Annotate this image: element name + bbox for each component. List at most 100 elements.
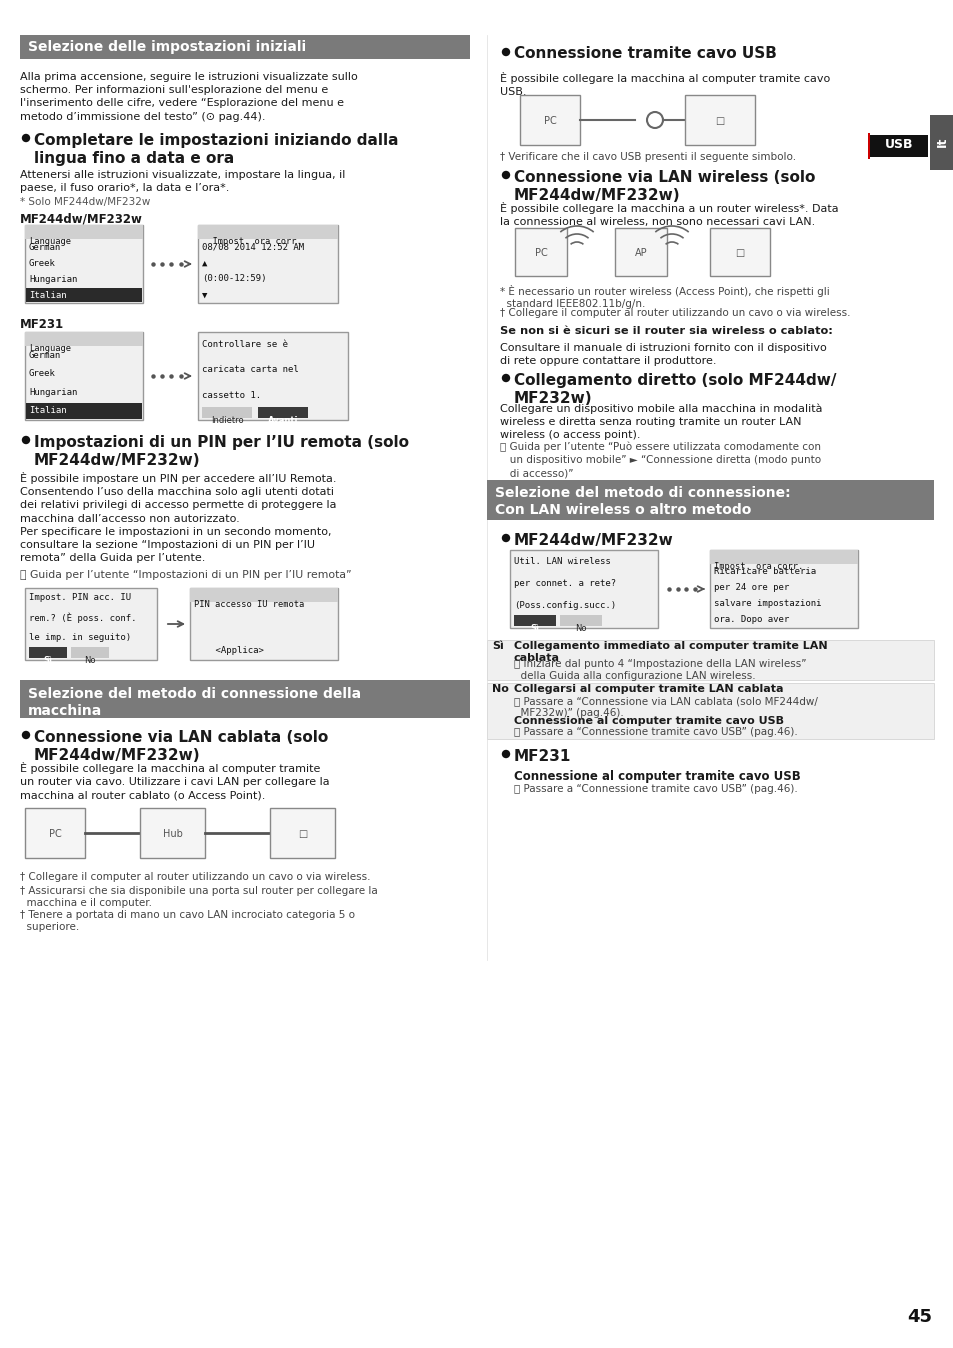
Bar [709, 550, 857, 628]
Text: German: German [29, 243, 61, 252]
Bar [929, 115, 953, 170]
Bar [486, 640, 933, 679]
Text: le imp. in seguito): le imp. in seguito) [29, 634, 131, 643]
Bar [71, 647, 109, 658]
Bar [709, 228, 769, 276]
Text: Avanti: Avanti [268, 417, 298, 425]
Bar [20, 679, 470, 718]
Text: ▼: ▼ [202, 291, 207, 299]
Text: Sì: Sì [492, 642, 503, 651]
Text: * Solo MF244dw/MF232w: * Solo MF244dw/MF232w [20, 197, 151, 208]
Text: Language: Language [29, 344, 71, 353]
Text: È possibile collegare la macchina al computer tramite cavo
USB.: È possibile collegare la macchina al com… [499, 71, 829, 97]
Text: <Applica>: <Applica> [193, 646, 264, 655]
Bar [20, 35, 470, 59]
Text: È possibile collegare la macchina a un router wireless*. Data
la connessione al : È possibile collegare la macchina a un r… [499, 202, 838, 228]
Bar [140, 807, 205, 857]
Text: PC: PC [49, 829, 61, 838]
Text: ⓖ Iniziare dal punto 4 “Impostazione della LAN wireless”
  della Guida alla conf: ⓖ Iniziare dal punto 4 “Impostazione del… [514, 659, 805, 681]
Bar [514, 615, 556, 625]
Bar [615, 228, 666, 276]
Text: No: No [492, 683, 508, 694]
Circle shape [502, 171, 509, 178]
Text: (0:00-12:59): (0:00-12:59) [202, 275, 266, 283]
Bar [270, 807, 335, 857]
Text: rem.? (È poss. conf.: rem.? (È poss. conf. [29, 613, 136, 623]
Bar [202, 407, 252, 418]
Bar [684, 94, 754, 146]
Text: 08/08 2014 12:52 AM: 08/08 2014 12:52 AM [202, 243, 304, 252]
Text: Collegamento immediato al computer tramite LAN
cablata: Collegamento immediato al computer trami… [514, 642, 827, 663]
Bar [519, 94, 579, 146]
Text: Connessione via LAN wireless (solo
MF244dw/MF232w): Connessione via LAN wireless (solo MF244… [514, 170, 815, 204]
Text: * È necessario un router wireless (Access Point), che rispetti gli
  standard IE: * È necessario un router wireless (Acces… [499, 284, 829, 310]
Text: Ricaricare batteria: Ricaricare batteria [713, 568, 815, 577]
Bar [486, 683, 933, 739]
Text: ora. Dopo aver: ora. Dopo aver [713, 616, 788, 624]
Circle shape [23, 135, 30, 142]
Text: † Verificare che il cavo USB presenti il seguente simbolo.: † Verificare che il cavo USB presenti il… [499, 152, 796, 162]
Text: Collegare un dispositivo mobile alla macchina in modalità
wireless e diretta sen: Collegare un dispositivo mobile alla mac… [499, 403, 821, 439]
Text: Util. LAN wireless: Util. LAN wireless [514, 557, 610, 566]
Text: † Assicurarsi che sia disponibile una porta sul router per collegare la
  macchi: † Assicurarsi che sia disponibile una po… [20, 886, 377, 909]
Text: ⓖ Guida per l’utente “Può essere utilizzata comodamente con
   un dispositivo mo: ⓖ Guida per l’utente “Può essere utilizz… [499, 442, 821, 479]
Text: German: German [29, 350, 61, 360]
Text: Attenersi alle istruzioni visualizzate, impostare la lingua, il
paese, il fuso o: Attenersi alle istruzioni visualizzate, … [20, 170, 345, 193]
Text: Connessione al computer tramite cavo USB: Connessione al computer tramite cavo USB [514, 770, 800, 783]
Text: MF231: MF231 [514, 749, 571, 764]
Circle shape [23, 732, 30, 739]
Text: Connessione tramite cavo USB: Connessione tramite cavo USB [514, 46, 776, 61]
Bar [198, 225, 337, 239]
Text: Se non si è sicuri se il router sia wireless o cablato:: Se non si è sicuri se il router sia wire… [499, 326, 832, 336]
Text: per connet. a rete?: per connet. a rete? [514, 578, 616, 588]
Text: □: □ [715, 116, 724, 125]
Text: USB: USB [883, 137, 912, 151]
Text: Impostazioni di un PIN per l’IU remota (solo
MF244dw/MF232w): Impostazioni di un PIN per l’IU remota (… [34, 435, 409, 468]
Text: Consultare il manuale di istruzioni fornito con il dispositivo
di rete oppure co: Consultare il manuale di istruzioni forn… [499, 342, 826, 367]
Text: □: □ [297, 829, 307, 838]
Bar [198, 332, 348, 421]
Text: È possibile collegare la macchina al computer tramite
un router via cavo. Utiliz: È possibile collegare la macchina al com… [20, 762, 330, 801]
Bar [869, 135, 927, 156]
Text: ⓖ Passare a “Connessione tramite cavo USB” (pag.46).: ⓖ Passare a “Connessione tramite cavo US… [514, 727, 797, 737]
Text: It: It [935, 136, 947, 147]
Text: No: No [84, 656, 95, 665]
Bar [26, 403, 142, 419]
Text: Sì: Sì [44, 656, 52, 665]
Text: PC: PC [543, 116, 556, 125]
Text: Selezione del metodo di connessione della
macchina: Selezione del metodo di connessione dell… [28, 687, 361, 718]
Bar [190, 588, 337, 603]
Text: Alla prima accensione, seguire le istruzioni visualizzate sullo
schermo. Per inf: Alla prima accensione, seguire le istruz… [20, 71, 357, 121]
Text: Collegarsi al computer tramite LAN cablata: Collegarsi al computer tramite LAN cabla… [514, 683, 782, 694]
Bar [29, 647, 67, 658]
Text: Collegamento diretto (solo MF244dw/
MF232w): Collegamento diretto (solo MF244dw/ MF23… [514, 373, 836, 406]
Circle shape [502, 535, 509, 542]
Text: Language: Language [29, 237, 71, 245]
Text: Indietro: Indietro [211, 417, 243, 425]
Bar [559, 615, 601, 625]
Bar [25, 225, 143, 239]
Text: Hungarian: Hungarian [29, 275, 77, 283]
Text: caricata carta nel: caricata carta nel [202, 365, 298, 375]
Text: Impost. ora corr.: Impost. ora corr. [202, 237, 301, 245]
Bar [709, 550, 857, 563]
Text: Completare le impostazioni iniziando dalla
lingua fino a data e ora: Completare le impostazioni iniziando dal… [34, 133, 398, 166]
Text: Greek: Greek [29, 259, 56, 267]
Text: † Tenere a portata di mano un cavo LAN incrociato categoria 5 o
  superiore.: † Tenere a portata di mano un cavo LAN i… [20, 910, 355, 933]
Text: AP: AP [634, 248, 647, 257]
Text: ▲: ▲ [202, 259, 207, 267]
Circle shape [502, 375, 509, 381]
Text: ⓖ Passare a “Connessione via LAN cablata (solo MF244dw/
  MF232w)” (pag.46).: ⓖ Passare a “Connessione via LAN cablata… [514, 696, 817, 718]
Bar [25, 807, 85, 857]
Text: Impost. ora corr.: Impost. ora corr. [713, 562, 802, 572]
Bar [25, 588, 157, 661]
Circle shape [502, 49, 509, 55]
Text: Controllare se è: Controllare se è [202, 340, 288, 349]
Text: Selezione delle impostazioni iniziali: Selezione delle impostazioni iniziali [28, 40, 306, 54]
Text: salvare impostazioni: salvare impostazioni [713, 600, 821, 608]
Text: Sì: Sì [530, 624, 539, 634]
Text: † Collegare il computer al router utilizzando un cavo o via wireless.: † Collegare il computer al router utiliz… [20, 872, 370, 882]
Text: ⓖ Passare a “Connessione tramite cavo USB” (pag.46).: ⓖ Passare a “Connessione tramite cavo US… [514, 785, 797, 794]
Text: 45: 45 [906, 1308, 931, 1326]
Bar [190, 588, 337, 661]
